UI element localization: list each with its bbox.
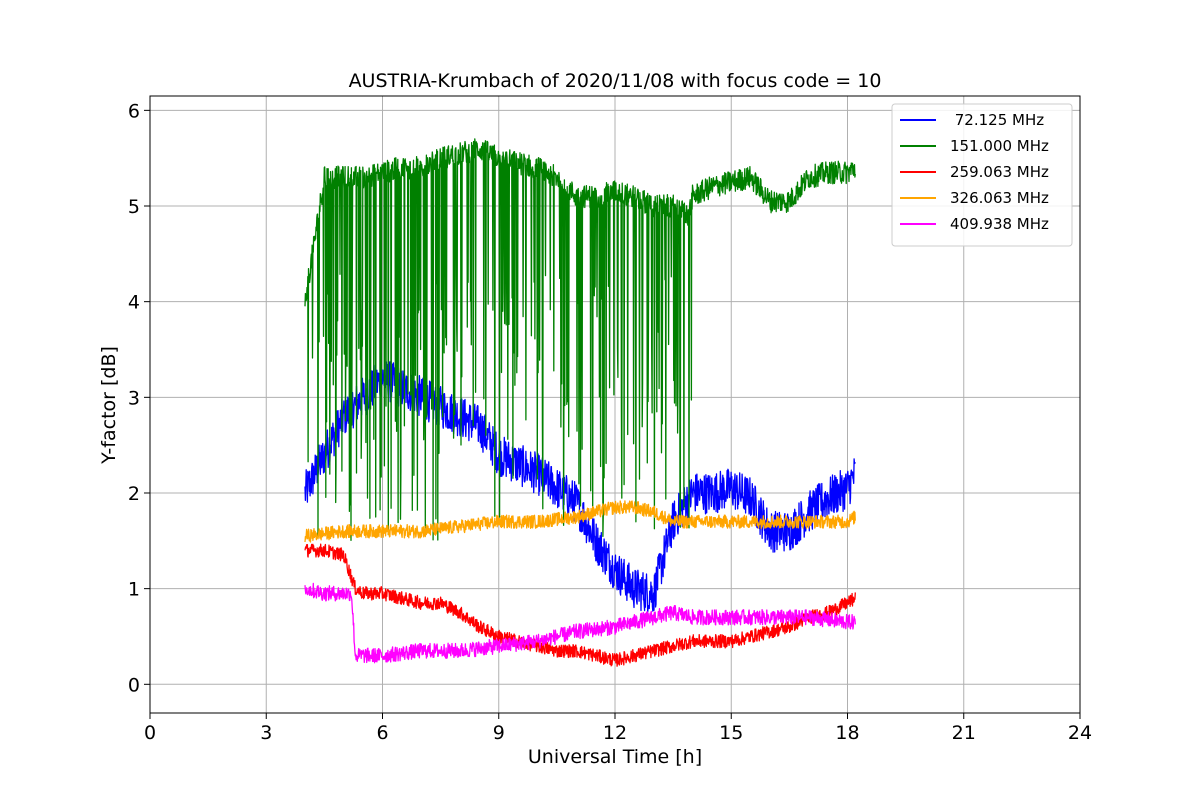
y-tick-label: 4 (128, 292, 140, 314)
y-tick-label: 3 (128, 387, 140, 409)
series-line (304, 543, 856, 667)
legend-entry: 259.063 MHz (950, 163, 1049, 181)
x-tick-label: 9 (493, 722, 505, 744)
y-axis-label: Y-factor [dB] (98, 346, 120, 465)
legend-box (891, 103, 1073, 247)
legend-entry: 409.938 MHz (950, 215, 1049, 233)
series-line (304, 582, 856, 664)
x-tick-label: 24 (1068, 722, 1092, 744)
x-axis-label: Universal Time [h] (528, 746, 702, 768)
chart-title: AUSTRIA-Krumbach of 2020/11/08 with focu… (349, 70, 882, 92)
series-line (304, 500, 856, 543)
x-tick-label: 6 (376, 722, 388, 744)
legend-entry: 326.063 MHz (950, 189, 1049, 207)
x-tick-label: 21 (952, 722, 976, 744)
x-tick-label: 3 (260, 722, 272, 744)
legend-entry: 72.125 MHz (950, 111, 1044, 129)
x-tick-label: 0 (144, 722, 156, 744)
x-tick-label: 12 (603, 722, 627, 744)
series-group (304, 138, 856, 667)
x-tick-label: 18 (835, 722, 859, 744)
y-tick-label: 1 (128, 579, 140, 601)
x-tick-label: 15 (719, 722, 743, 744)
y-tick-label: 6 (128, 100, 140, 122)
legend: 72.125 MHz 151.000 MHz 259.063 MHz 326.063 … (891, 103, 1073, 247)
series-line (304, 138, 856, 542)
y-tick-label: 2 (128, 483, 140, 505)
y-tick-label: 0 (128, 674, 140, 696)
y-tick-label: 5 (128, 196, 140, 218)
legend-entry: 151.000 MHz (950, 137, 1049, 155)
